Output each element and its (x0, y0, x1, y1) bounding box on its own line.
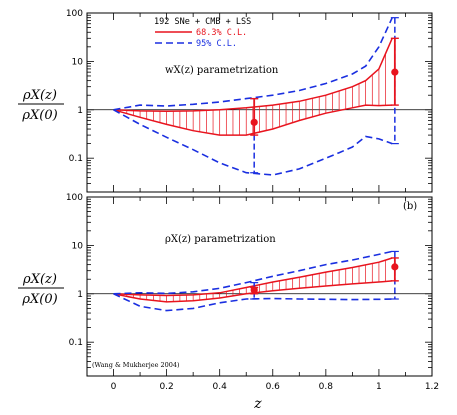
y-tick-label-b: 100 (66, 193, 83, 203)
data-point-b-1 (391, 263, 399, 271)
y-tick-label-a: 1 (77, 106, 83, 116)
param-label-a: wX(z) parametrization (165, 65, 279, 76)
x-axis-label: z (253, 396, 262, 412)
x-tick-label: 1.2 (425, 382, 439, 392)
series-lower95-a (113, 109, 393, 176)
data-point-a-0 (250, 118, 258, 126)
panel-b: 0.1 1 10 100 0 0.2 0.4 0.6 0.8 1 1.2 ρX(z) parametr… (66, 193, 439, 392)
series-upper68-a (113, 38, 393, 113)
y-tick-label-b: 1 (77, 290, 83, 300)
series-lower68-b (113, 280, 393, 303)
y-tick-label-b: 0.1 (69, 338, 83, 348)
y-tick-label-a: 0.1 (69, 154, 83, 164)
x-tick-label: 0.6 (266, 382, 281, 392)
series-upper95-b (113, 250, 393, 295)
param-label-b: ρX(z) parametrization (165, 234, 276, 245)
y-axis-label-a: ρX(z) ρX(0) (18, 88, 64, 123)
series-upper68-b (113, 257, 393, 297)
x-tick-label: 0 (111, 382, 117, 392)
y-axis-label-b: ρX(z) ρX(0) (18, 272, 64, 307)
x-tick-label: 1 (376, 382, 382, 392)
legend-label-1: 95% C.L. (196, 39, 237, 49)
series-lower95-b (113, 293, 393, 312)
x-tick-label: 0.8 (319, 382, 334, 392)
y-axis-label-a-numerator: ρX(z) (22, 88, 57, 103)
y-tick-label-a: 100 (66, 9, 83, 19)
citation-label: (Wang & Mukherjee 2004) (92, 361, 180, 369)
y-tick-label-a: 10 (72, 57, 84, 67)
y-axis-label-b-denominator: ρX(0) (21, 292, 57, 307)
series-upper95-a (113, 17, 393, 111)
legend-label-0: 68.3% C.L. (196, 28, 247, 38)
y-axis-label-a-denominator: ρX(0) (21, 108, 57, 123)
plot-frame-a (86, 12, 433, 193)
dataset-header: 192 SNe + CMB + LSS (154, 17, 251, 27)
x-tick-label: 0.4 (213, 382, 228, 392)
data-point-a-1 (391, 68, 399, 76)
panel-label-b: (b) (403, 201, 417, 212)
y-axis-label-b-numerator: ρX(z) (22, 272, 57, 287)
data-point-b-0 (250, 286, 258, 294)
plot-frame-b (86, 196, 433, 377)
series-lower68-a (113, 104, 393, 136)
x-tick-label: 0.2 (159, 382, 173, 392)
y-tick-label-b: 10 (72, 241, 84, 251)
